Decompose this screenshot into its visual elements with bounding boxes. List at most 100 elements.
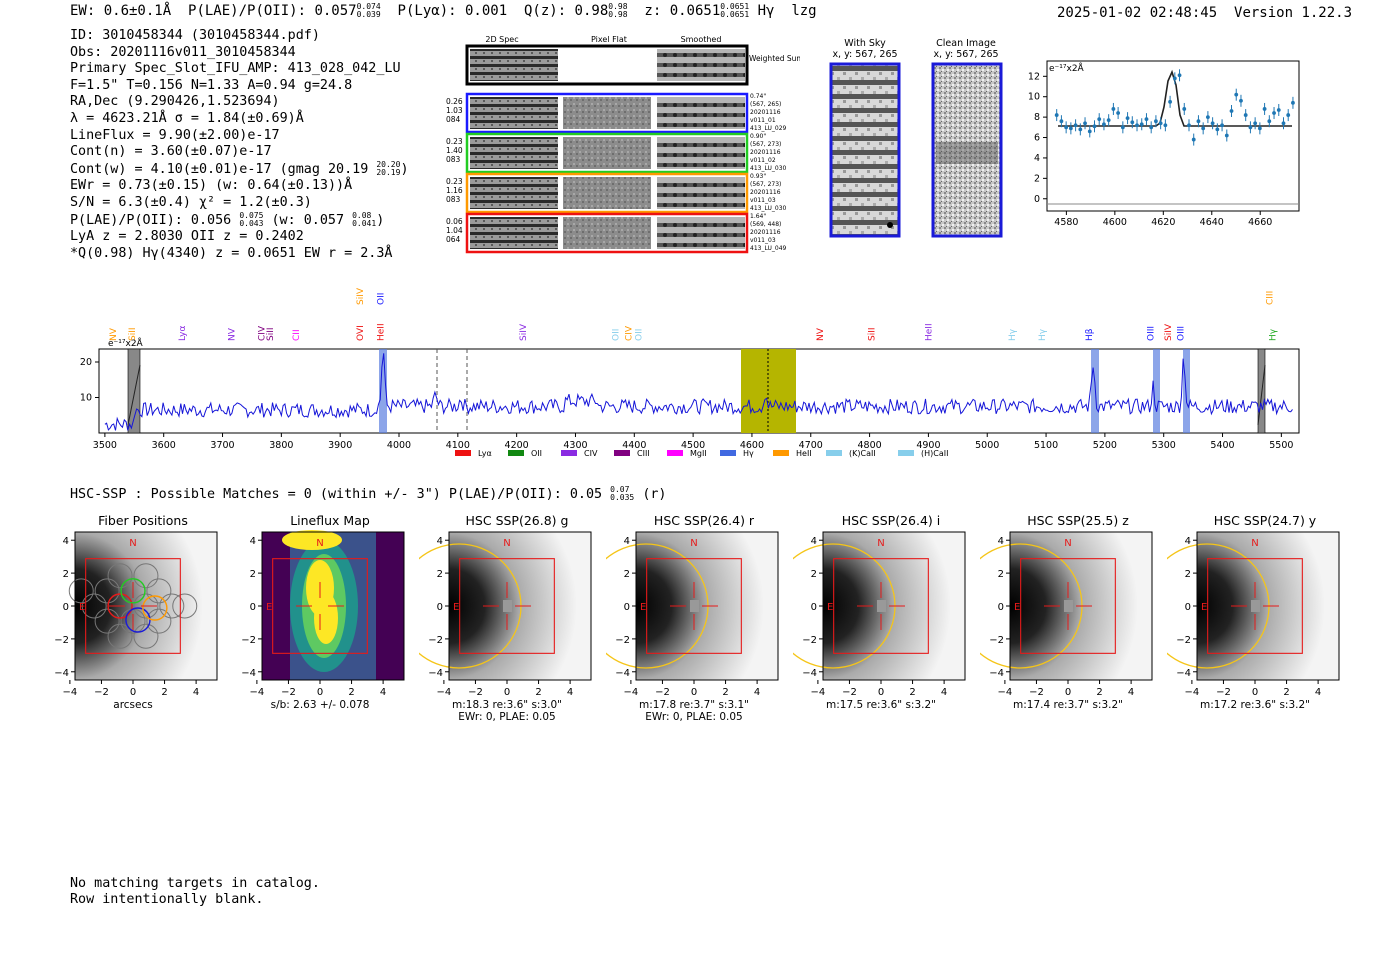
legend-swatch — [898, 450, 914, 456]
east-label: E — [266, 602, 272, 613]
cutout-smoothed — [657, 217, 745, 249]
fiber-circle — [81, 593, 107, 619]
spectrum-line-label: SiII — [867, 327, 877, 341]
hsc-ytick-label: 4 — [437, 536, 443, 547]
zoom-point — [1116, 111, 1121, 115]
hsc-ytick-label: −2 — [615, 635, 630, 646]
hsc-caption: m:18.3 re:3.6" s:3.0" — [452, 699, 562, 711]
footer: No matching targets in catalog. Row inte… — [70, 876, 320, 907]
east-label: E — [640, 602, 646, 613]
hsc-xtick-label: −2 — [842, 687, 857, 698]
info-plae-text: P(LAE)/P(OII): 0.056 — [70, 212, 232, 228]
hsc-xtick-label: −2 — [1029, 687, 1044, 698]
hsc-title-hi: 0.07 — [610, 485, 630, 494]
hsc-ytick-label: 2 — [250, 569, 256, 580]
zoom-point — [1078, 127, 1083, 132]
zoom-xtick-label: 4640 — [1200, 217, 1224, 228]
hsc-xtick-label: −2 — [1216, 687, 1231, 698]
legend-swatch — [826, 450, 842, 456]
info-plae-lo: 0.043 — [239, 218, 264, 228]
spectrum-xtick-label: 4000 — [387, 440, 411, 451]
spectrum-line-label: NV — [227, 327, 237, 341]
zoom-point — [1234, 92, 1239, 97]
spectrum-line-label: OIII — [1147, 326, 1157, 341]
cutout-2dspec — [470, 97, 558, 129]
hsc-title: HSC-SSP : Possible Matches = 0 (within +… — [70, 485, 667, 503]
hsc-panel-svg: Fiber Positions N E −4 −4 −2 −2 0 0 2 2 4 4 arcsecs — [54, 513, 218, 711]
cutout-row-stat: 1.16 — [446, 186, 463, 195]
central-source — [877, 600, 886, 612]
hsc-xtick-label: 4 — [1315, 687, 1321, 698]
zoom-point — [1291, 100, 1295, 105]
fiber-red — [107, 593, 133, 619]
cutout-row-meta: v011_01 — [750, 117, 776, 124]
cutout-row-meta: (569, 448) — [750, 221, 781, 228]
zoom-xtick-label: 4600 — [1103, 217, 1127, 228]
cutout-row-stat: 0.23 — [446, 177, 463, 186]
hsc-xtick-label: 2 — [348, 687, 354, 698]
cutout-row-stat: 083 — [446, 155, 461, 164]
spectrum-line-label: Hγ — [1038, 328, 1048, 341]
hsc-ytick-label: −4 — [54, 668, 69, 679]
masked-region-blue — [127, 348, 141, 434]
hsc-ytick-label: 0 — [998, 602, 1004, 613]
hsc-ytick-label: −4 — [615, 668, 630, 679]
zoom-point — [1130, 120, 1135, 125]
spectrum-line-label: OII — [611, 329, 621, 341]
info-fwhm: F=1.5" T=0.156 N=1.33 A=0.94 g=24.8 — [70, 77, 353, 93]
fiber-circle — [94, 608, 120, 634]
zoom-point — [1092, 124, 1097, 129]
spectrum-frame — [98, 348, 1300, 434]
fiber-orange — [142, 595, 168, 621]
oii-region — [379, 349, 387, 433]
spectrum-line-label: OIII — [1177, 326, 1187, 341]
sky-images — [829, 62, 1003, 238]
zoom-ytick-label: 4 — [1034, 153, 1040, 164]
hsc-panel-svg: HSC SSP(26.8) g N E −4 −4 −2 −2 0 0 2 2 4 4 m:18.3 re… — [396, 513, 592, 723]
hsc-ytick-label: 2 — [1185, 569, 1191, 580]
search-box — [1207, 558, 1303, 654]
version: Version 1.22.3 — [1234, 5, 1353, 21]
zoom-point — [1083, 121, 1087, 126]
legend-label: Lyα — [478, 449, 492, 458]
cutout-row-meta: v011_03 — [750, 197, 776, 204]
search-box — [1020, 558, 1116, 654]
cutout-2dspec — [470, 137, 558, 169]
cutout-row-meta: v011_02 — [750, 157, 776, 164]
zoom-point — [1087, 129, 1092, 134]
legend-label: OII — [531, 449, 542, 458]
hsc-caption: m:17.8 re:3.7" s:3.1" — [639, 699, 749, 711]
hsc-panel-title: HSC SSP(26.8) g — [466, 513, 569, 528]
hsc-xtick-label: −4 — [624, 687, 639, 698]
legend-swatch — [508, 450, 524, 456]
spectrum-line-label: Hγ — [1008, 328, 1018, 341]
zoom-point — [1281, 121, 1286, 126]
central-source — [503, 600, 512, 612]
hsc-panel-svg: HSC SSP(26.4) i N E −4 −4 −2 −2 0 0 2 2 4 4 m:17.5 re… — [770, 513, 966, 711]
cutout-row-meta: (567, 265) — [750, 101, 781, 108]
info-lineflux: LineFlux = 9.90(±2.00)e-17 — [70, 127, 280, 143]
cutout-row-stat: 1.04 — [446, 226, 463, 235]
cutout-row-meta: 20201116 — [750, 149, 781, 156]
cutout-row-meta: 0.93" — [750, 173, 766, 180]
header-line: Hγ — [757, 3, 775, 19]
cutout-row-stat: 0.06 — [446, 217, 463, 226]
spectrum-xtick-label: 3800 — [269, 440, 293, 451]
hsc-xtick-label: 2 — [1096, 687, 1102, 698]
hsc-title-lo: 0.035 — [610, 493, 635, 502]
with-sky-title: With Sky x, y: 567, 265 — [820, 38, 910, 60]
hsc-panel-title: HSC SSP(25.5) z — [1027, 513, 1129, 528]
zoom-point — [1102, 122, 1106, 127]
zoom-ytick-label: 6 — [1034, 133, 1040, 144]
info-block: ID: 3010458344 (3010458344.pdf) Obs: 202… — [70, 28, 409, 262]
east-label: E — [1014, 602, 1020, 613]
spectrum-xtick-label: 4100 — [446, 440, 470, 451]
hsc-panels: Fiber Positions N E −4 −4 −2 −2 0 0 2 2 4 4 arcsecs Li… — [45, 512, 1355, 723]
cutouts-panel: 2D Spec Pixel Flat Smoothed Weighted Sum… — [446, 35, 800, 254]
hsc-xtick-label: 2 — [161, 687, 167, 698]
cutout-pixelflat — [563, 97, 651, 129]
spectrum-line-label: CIV — [624, 325, 634, 341]
hsc-ytick-label: 4 — [811, 536, 817, 547]
header-plae-lo: 0.039 — [356, 10, 381, 19]
fiber-circle — [133, 623, 159, 649]
